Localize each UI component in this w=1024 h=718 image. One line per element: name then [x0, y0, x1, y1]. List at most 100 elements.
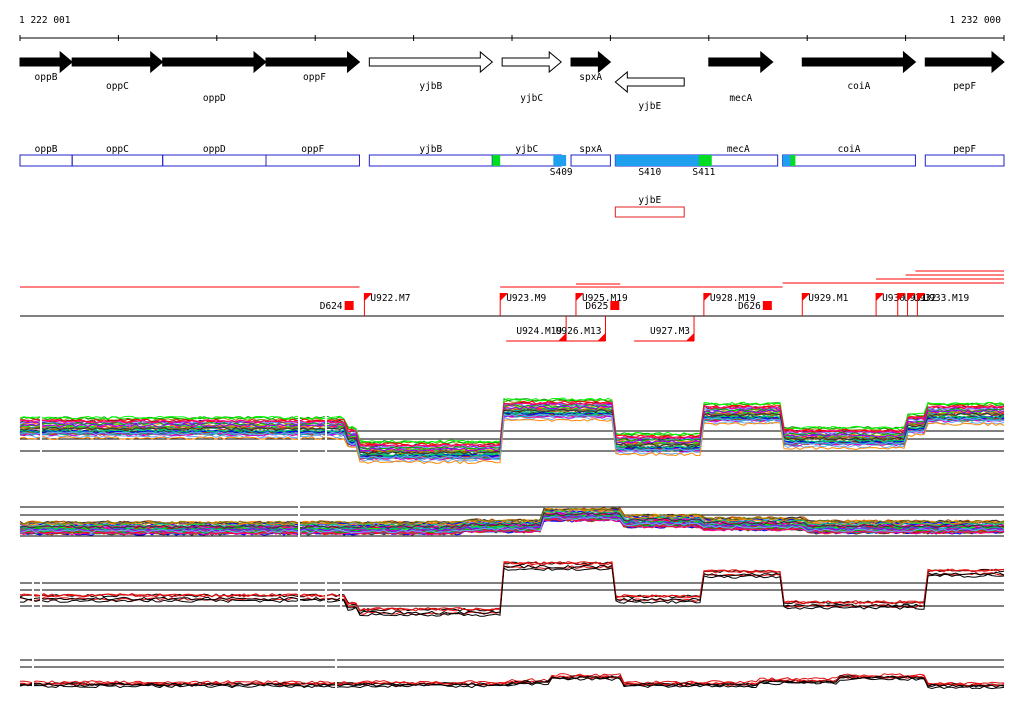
expression-tiling-track-1	[19, 397, 1005, 465]
gene-arrow-oppB	[19, 50, 73, 74]
gene-label-yjbB: yjbB	[419, 81, 442, 92]
coordinate-ruler: 1 222 001 1 232 000	[19, 15, 1005, 41]
ruler-end-label: 1 232 000	[950, 15, 1002, 26]
segment-box	[570, 154, 611, 167]
marker-flag	[686, 333, 695, 341]
marker-label-U929.M1: U929.M1	[808, 293, 848, 304]
track-gap	[40, 401, 42, 461]
gene-arrow-oppF	[265, 50, 361, 74]
marker-square	[610, 301, 620, 310]
marker-flag	[897, 293, 906, 301]
track-gap	[40, 553, 42, 613]
segment-box	[368, 154, 493, 167]
gene-label-mecA: mecA	[729, 93, 752, 104]
segment-box	[491, 154, 562, 167]
marker-flag	[364, 293, 373, 301]
expression-tiling-track-4	[19, 630, 1005, 690]
gene-arrow-oppD	[162, 50, 267, 74]
marker-label-U933.M19: U933.M19	[923, 293, 969, 304]
gene-label-pepF: pepF	[953, 81, 976, 92]
expression-trace	[19, 405, 1005, 452]
segment-box	[782, 154, 916, 167]
marker-square	[344, 301, 354, 310]
novel-transcript-label: yjbE	[638, 195, 661, 206]
marker-label-U931: U931	[904, 293, 927, 304]
marker-label-U927.M3: U927.M3	[650, 326, 690, 337]
segment-highlight-green	[698, 155, 712, 166]
novel-transcript-box	[614, 206, 685, 218]
expression-trace	[19, 397, 1005, 444]
marker-flag	[575, 293, 584, 301]
segment-label-yjbB: yjbB	[419, 144, 442, 155]
segment-label-oppD: oppD	[203, 144, 226, 155]
gene-label-oppC: oppC	[106, 81, 129, 92]
gene-label-yjbC: yjbC	[520, 93, 543, 104]
track-gap	[32, 553, 34, 613]
expression-trace	[19, 564, 1005, 615]
marker-flag	[907, 293, 916, 301]
expression-trace	[19, 561, 1005, 612]
gene-label-spxA: spxA	[579, 72, 602, 83]
expression-trace	[19, 398, 1005, 445]
marker-label-D625: D625	[585, 301, 608, 312]
segment-label-spxA: spxA	[579, 144, 602, 155]
track-gap	[340, 553, 342, 613]
marker-label-U924.M19: U924.M19	[516, 326, 562, 337]
marker-label-U925.M19: U925.M19	[582, 293, 628, 304]
marker-label-U930: U930	[882, 293, 905, 304]
gene-label-yjbE: yjbE	[638, 101, 661, 112]
track-gap	[325, 401, 327, 461]
expression-trace	[19, 401, 1005, 448]
expression-trace	[20, 567, 1005, 617]
segment-label-coiA: coiA	[838, 144, 861, 155]
marker-flag	[917, 293, 926, 301]
expression-trace	[19, 516, 1005, 534]
segment-highlight-blue	[615, 155, 699, 166]
expression-trace	[19, 511, 1004, 529]
marker-label-U923.M9: U923.M9	[506, 293, 546, 304]
segment-label-oppC: oppC	[106, 144, 129, 155]
gene-track: oppB oppC oppD oppF yjbB yjbC spxA yjbE mecA coiA…	[19, 50, 1005, 112]
segment-highlight-green	[492, 155, 501, 166]
segment-id-label: S411	[692, 167, 715, 178]
marker-flag	[597, 333, 606, 341]
marker-label-U926.M13: U926.M13	[556, 326, 602, 337]
expression-trace	[19, 508, 1005, 525]
gene-label-oppF: oppF	[303, 72, 326, 83]
gene-arrow-coiA	[801, 50, 917, 74]
expression-trace	[19, 561, 1005, 611]
expression-trace	[19, 403, 1005, 450]
marker-label-D626: D626	[738, 301, 761, 312]
expression-trace	[19, 410, 1005, 457]
ruler-start-label: 1 222 001	[19, 15, 71, 26]
expression-tiling-track-2	[19, 477, 1005, 537]
segment-box	[265, 154, 360, 167]
marker-label-D624: D624	[320, 301, 343, 312]
segment-box	[924, 154, 1005, 167]
gene-arrow-pepF	[924, 50, 1005, 74]
marker-label-U932: U932	[914, 293, 937, 304]
marker-flag	[500, 293, 509, 301]
marker-flag	[876, 293, 885, 301]
marker-label-U922.M7: U922.M7	[370, 293, 410, 304]
expression-trace	[19, 398, 1005, 445]
segment-label-yjbC: yjbC	[515, 144, 538, 155]
gene-arrow-mecA	[708, 50, 774, 74]
segment-highlight-green	[790, 155, 796, 166]
expression-trace	[19, 510, 1005, 528]
track-gap	[298, 401, 300, 461]
segment-label-oppB: oppB	[35, 144, 58, 155]
segment-highlight-blue	[782, 155, 791, 166]
novel-transcript-track: yjbE	[614, 195, 685, 218]
track-gap	[298, 477, 300, 537]
track-gap	[325, 553, 327, 613]
marker-label-U928.M19: U928.M19	[710, 293, 756, 304]
gene-label-oppB: oppB	[35, 72, 58, 83]
expression-trace	[19, 418, 1005, 465]
ruler-ticks	[19, 35, 1005, 41]
segment-track: oppB oppC oppD oppF yjbB yjbC spxA mecA coiA pepF…	[19, 144, 1005, 178]
track-gap	[32, 630, 34, 690]
expression-tiling-track-3	[19, 553, 1005, 617]
